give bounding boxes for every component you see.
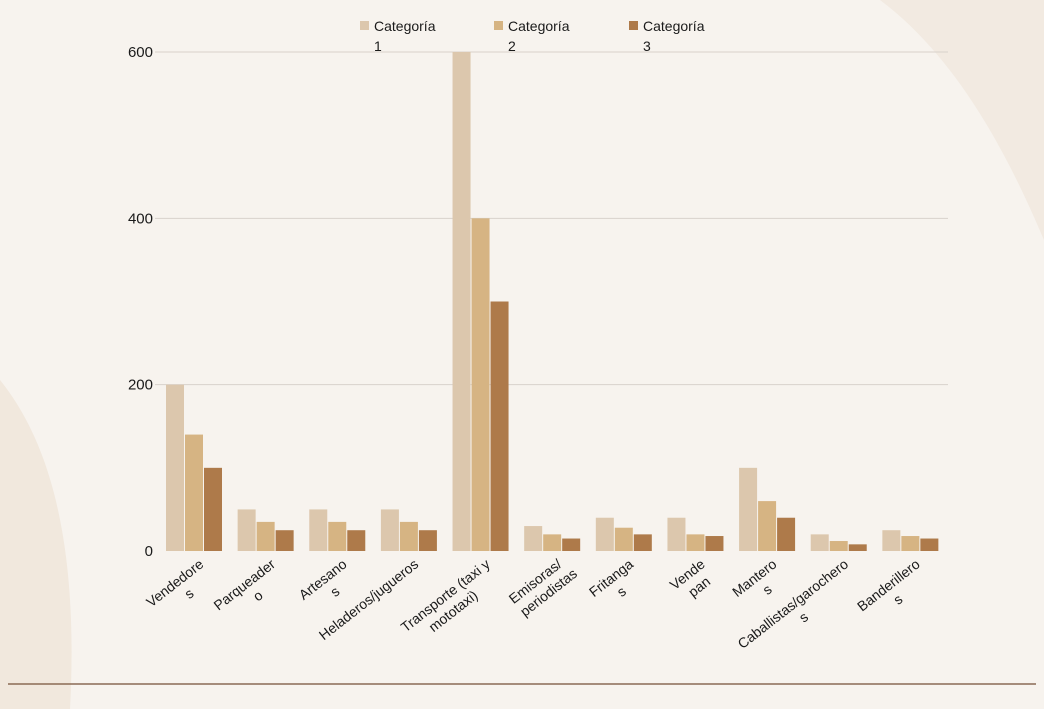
legend-swatch — [494, 21, 503, 30]
bar — [686, 534, 705, 551]
bar — [204, 467, 222, 551]
bar — [614, 527, 633, 551]
x-tick-label-line: Fritanga — [586, 556, 636, 600]
y-tick-label: 400 — [128, 210, 153, 227]
x-tick-label-line: s — [796, 609, 811, 626]
x-tick-label-line: s — [181, 585, 196, 602]
legend-label: 3 — [643, 38, 651, 54]
legend-item: Categoría 3 — [629, 18, 705, 54]
bar — [471, 218, 490, 552]
bar — [380, 509, 399, 551]
legend-label: 1 — [374, 38, 382, 54]
bar — [882, 530, 901, 551]
x-tick-label-line: s — [890, 591, 905, 608]
legend-item: Categoría 1 — [360, 18, 436, 54]
bar — [920, 538, 939, 551]
x-tick-label-line: s — [327, 583, 342, 600]
legend-swatch — [360, 21, 369, 30]
bar — [237, 509, 256, 551]
legend-label: Categoría — [374, 18, 436, 34]
x-tick-label-line: Banderillero — [854, 556, 923, 615]
bar — [399, 521, 418, 551]
x-tick-label-line: s — [614, 583, 629, 600]
bar — [810, 534, 829, 551]
x-tick-label: Emisoras/periodistas — [506, 556, 580, 620]
bar — [490, 301, 509, 551]
bar — [705, 536, 724, 551]
x-tick-label-line: Parqueader — [210, 556, 278, 614]
bar — [848, 544, 867, 551]
bar — [829, 541, 848, 551]
legend-label: Categoría — [508, 18, 570, 34]
y-tick-label: 200 — [128, 377, 153, 394]
bar — [758, 501, 777, 551]
bar — [595, 517, 614, 551]
legend-label: Categoría — [643, 18, 705, 34]
bar — [543, 534, 562, 551]
bar — [275, 530, 294, 551]
bar — [309, 509, 328, 551]
bar — [256, 521, 275, 551]
bar — [667, 517, 686, 551]
bar — [452, 52, 471, 551]
bar — [185, 434, 203, 551]
decorative-brush-right — [880, 0, 1044, 240]
bar — [901, 536, 920, 551]
legend-item: Categoría 2 — [494, 18, 570, 54]
legend-swatch — [629, 21, 638, 30]
y-tick-label: 0 — [145, 543, 153, 560]
bar — [347, 530, 366, 551]
bar — [633, 534, 652, 551]
decorative-brush-left — [0, 380, 72, 709]
bar — [524, 526, 543, 551]
legend-label: 2 — [508, 38, 516, 54]
bar — [739, 467, 758, 551]
bar — [166, 384, 184, 551]
x-tick-label-line: s — [759, 581, 774, 598]
bar — [777, 517, 796, 551]
bar — [328, 521, 347, 551]
x-tick-label-line: o — [250, 587, 266, 605]
bar — [418, 530, 437, 551]
bar — [562, 538, 581, 551]
y-tick-label: 600 — [128, 44, 153, 61]
x-tick-label-line: Vendedore — [143, 556, 206, 610]
